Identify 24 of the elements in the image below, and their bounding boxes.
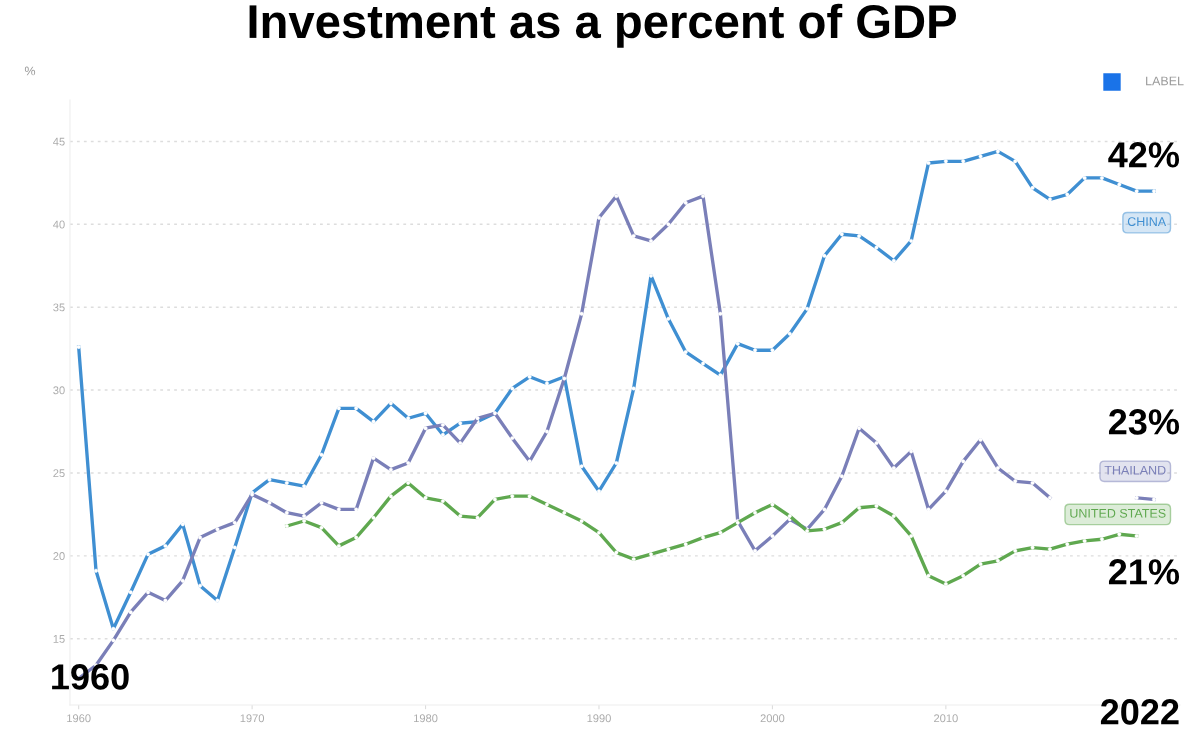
y-axis-title: % (24, 66, 36, 76)
annotation: 23% (1108, 409, 1180, 435)
y-tick-label: 45 (53, 137, 65, 146)
x-tick-label: 2010 (934, 714, 958, 723)
chart-title: Investment as a percent of GDP (249, 3, 956, 48)
x-tick-label: 1980 (414, 714, 438, 723)
x-tick-label: 1960 (67, 714, 91, 723)
y-tick-label: 35 (53, 303, 65, 312)
y-tick-label: 30 (53, 386, 65, 395)
text: CHINA (1127, 217, 1167, 227)
annotation: 21% (1108, 559, 1180, 585)
series-label: UNITED STATES (1070, 508, 1166, 518)
annotation: 1960 (52, 664, 129, 690)
x-tick-label: 2000 (760, 714, 785, 723)
x-tick-label: 1990 (587, 714, 611, 723)
annotation: 2022 (1100, 699, 1179, 725)
annotation: 42% (1108, 142, 1180, 168)
y-tick-label: 25 (53, 469, 65, 478)
y-tick-label: 40 (53, 220, 65, 229)
text: THAILAND (1104, 465, 1166, 475)
y-tick-label: 20 (53, 552, 65, 560)
y-tick-label: 15 (53, 635, 65, 643)
text: LABEL (1146, 76, 1184, 86)
x-tick-label: 1970 (240, 714, 265, 723)
